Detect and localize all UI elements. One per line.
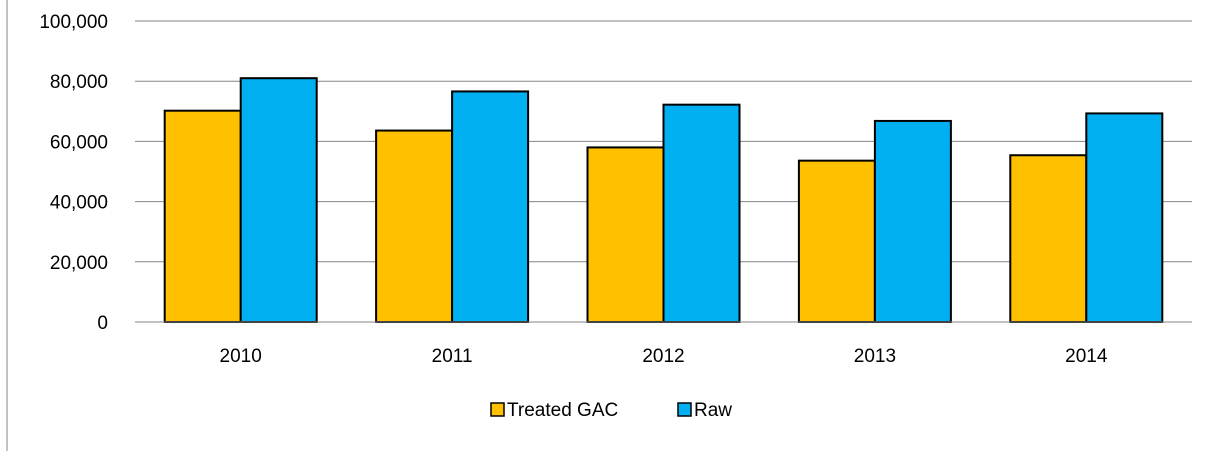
y-tick-label: 20,000 [50, 253, 108, 274]
bar-treated-gac-2014 [1009, 154, 1088, 323]
legend: Treated GAC Raw [490, 400, 732, 421]
bar-raw-2014 [1085, 112, 1164, 323]
y-tick-label: 100,000 [39, 12, 108, 33]
bar-treated-gac-2012 [586, 146, 665, 323]
y-tick-label: 60,000 [50, 132, 108, 153]
legend-swatch-treated-gac [490, 402, 505, 417]
bar-raw-2012 [662, 103, 741, 324]
x-tick-label: 2011 [432, 346, 473, 367]
bar-treated-gac-2013 [797, 159, 876, 323]
bar-raw-2010 [239, 77, 318, 323]
bar-raw-2011 [451, 90, 530, 323]
y-tick-label: 80,000 [50, 72, 108, 93]
x-tick-label: 2012 [642, 346, 684, 367]
x-tick-label: 2013 [854, 346, 896, 367]
bar-raw-2013 [873, 119, 952, 323]
legend-label: Raw [694, 400, 732, 421]
y-tick-label: 40,000 [50, 193, 108, 214]
x-tick-labels: 2010 2011 2012 2013 2014 [220, 346, 1108, 367]
x-tick-label: 2010 [220, 346, 262, 367]
legend-label: Treated GAC [507, 400, 618, 421]
y-tick-labels: 0 20,000 40,000 60,000 80,000 100,000 [39, 12, 108, 334]
bar-treated-gac-2010 [163, 109, 242, 323]
x-tick-label: 2014 [1065, 346, 1108, 367]
legend-swatch-raw [677, 402, 692, 417]
bars [163, 77, 1164, 324]
bar-treated-gac-2011 [375, 129, 454, 323]
y-tick-label: 0 [97, 313, 108, 334]
